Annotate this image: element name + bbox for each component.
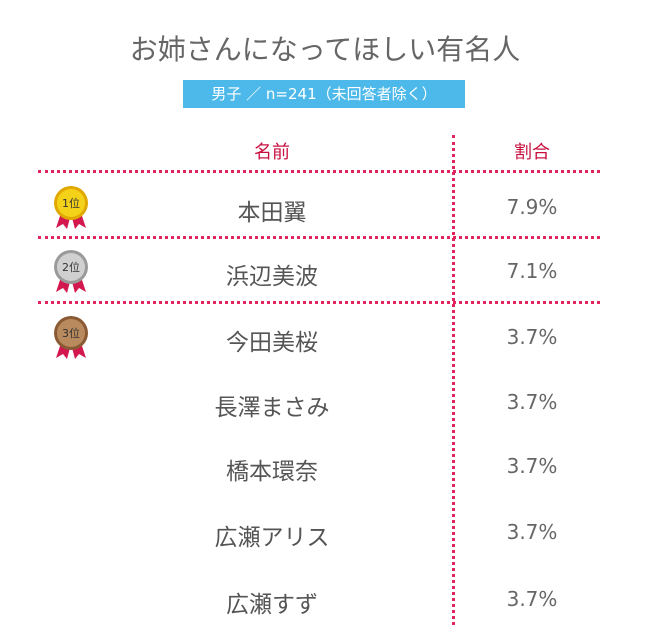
name: 橋本環奈 <box>226 459 318 485</box>
rank-medal: 2位 <box>54 250 88 293</box>
share: 3.7% <box>506 587 558 611</box>
column-header: 割合 <box>514 142 550 163</box>
share: 7.9% <box>506 195 558 219</box>
rank-label: 1位 <box>62 196 80 210</box>
share: 3.7% <box>506 454 558 478</box>
row-divider <box>38 170 600 173</box>
name: 広瀬すず <box>226 592 318 618</box>
row-divider <box>38 301 600 304</box>
row-divider <box>38 236 600 239</box>
column-divider <box>452 135 455 625</box>
share: 3.7% <box>506 520 558 544</box>
column-header: 名前 <box>254 142 290 163</box>
name: 広瀬アリス <box>214 525 330 551</box>
share: 3.7% <box>506 390 558 414</box>
rank-label: 2位 <box>62 260 80 274</box>
name: 長澤まさみ <box>214 395 330 421</box>
title: お姉さんになってほしい有名人 <box>129 33 521 66</box>
rank-label: 3位 <box>62 326 80 340</box>
name: 今田美桜 <box>226 330 318 356</box>
share: 3.7% <box>506 325 558 349</box>
subtitle-badge: 男子 ／ n=241（未回答者除く） <box>183 80 465 108</box>
rank-medal: 3位 <box>54 316 88 359</box>
rank-medal: 1位 <box>54 186 88 229</box>
share: 7.1% <box>506 259 558 283</box>
name: 浜辺美波 <box>226 264 318 290</box>
name: 本田翼 <box>237 200 307 226</box>
